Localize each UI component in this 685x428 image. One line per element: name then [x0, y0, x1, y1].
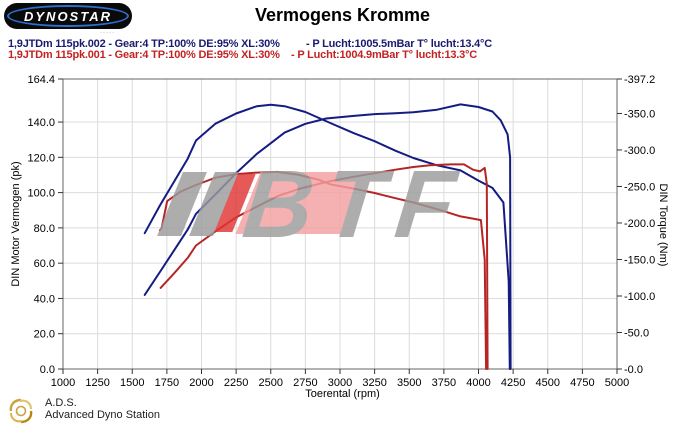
left-tick-label: 60.0	[34, 258, 55, 270]
x-tick-label: 1750	[155, 377, 179, 389]
legend-run2-ambient: - P Lucht:1004.9mBar T° lucht:13.3°C	[291, 49, 478, 61]
x-tick-label: 1250	[85, 377, 109, 389]
btf-watermark: BTF	[157, 151, 513, 258]
right-tick-label: -150.0	[624, 254, 655, 266]
curve-1,9JTDm 115pk.002 vermogen (pk)	[143, 103, 512, 370]
logo-ellipse-ring	[7, 5, 129, 27]
x-tick-label: 2000	[189, 377, 213, 389]
x-tick-label: 4500	[536, 377, 560, 389]
x-tick-label: 4250	[501, 377, 525, 389]
x-tick-label: 3750	[432, 377, 456, 389]
x-axis-title: Toerental (rpm)	[305, 388, 380, 400]
legend-run2-settings: 1,9JTDm 115pk.001 - Gear:4 TP:100% DE:95…	[8, 49, 280, 61]
x-tick-label: 4000	[466, 377, 490, 389]
x-tick-label: 3500	[397, 377, 421, 389]
left-axis-title: DIN Motor Vermogen (pk)	[10, 161, 22, 287]
x-tick-label: 1000	[51, 377, 75, 389]
right-tick-label: -300.0	[624, 145, 655, 157]
x-tick-label: 1500	[120, 377, 144, 389]
x-tick-label: 5000	[605, 377, 629, 389]
right-tick-label: -350.0	[624, 108, 655, 120]
left-tick-label: 120.0	[27, 152, 55, 164]
legend-run1-settings: 1,9JTDm 115pk.002 - Gear:4 TP:100% DE:95…	[8, 38, 280, 50]
dynostar-logo: DYNOSTAR	[4, 3, 132, 29]
left-tick-label: 140.0	[27, 117, 55, 129]
logo-fine-print: ·····	[100, 30, 115, 36]
x-tick-label: 2500	[259, 377, 283, 389]
right-tick-label: -100.0	[624, 291, 655, 303]
x-tick-label: 3000	[328, 377, 352, 389]
ads-name: A.D.S.	[45, 397, 77, 409]
right-tick-label: -200.0	[624, 218, 655, 230]
legend-run1-ambient: - P Lucht:1005.5mBar T° lucht:13.4°C	[306, 38, 493, 50]
logo-text: DYNOSTAR	[24, 8, 112, 24]
right-tick-label: -397.2	[624, 74, 655, 86]
watermark-text: BTF	[238, 151, 473, 258]
x-tick-label: 2750	[293, 377, 317, 389]
x-tick-label: 3250	[362, 377, 386, 389]
left-tick-label: 164.4	[27, 74, 55, 86]
ads-swirl-icon	[9, 398, 33, 424]
right-tick-label: -250.0	[624, 181, 655, 193]
ads-footer: A.D.S. Advanced Dyno Station	[7, 397, 227, 425]
x-tick-label: 4750	[570, 377, 594, 389]
left-tick-label: 40.0	[34, 293, 55, 305]
right-tick-label: -0.0	[624, 364, 643, 376]
left-tick-label: 20.0	[34, 329, 55, 341]
left-tick-label: 0.0	[40, 364, 55, 376]
curve-1,9JTDm 115pk.002 koppel (Nm)	[143, 103, 511, 370]
left-tick-label: 80.0	[34, 223, 55, 235]
ads-subtitle: Advanced Dyno Station	[45, 409, 160, 421]
page-title: Vermogens Kromme	[254, 5, 431, 25]
left-tick-label: 100.0	[27, 188, 55, 200]
right-tick-label: -50.0	[624, 327, 649, 339]
x-tick-label: 2250	[224, 377, 248, 389]
right-axis-title: DIN Torque (Nm)	[657, 183, 669, 267]
